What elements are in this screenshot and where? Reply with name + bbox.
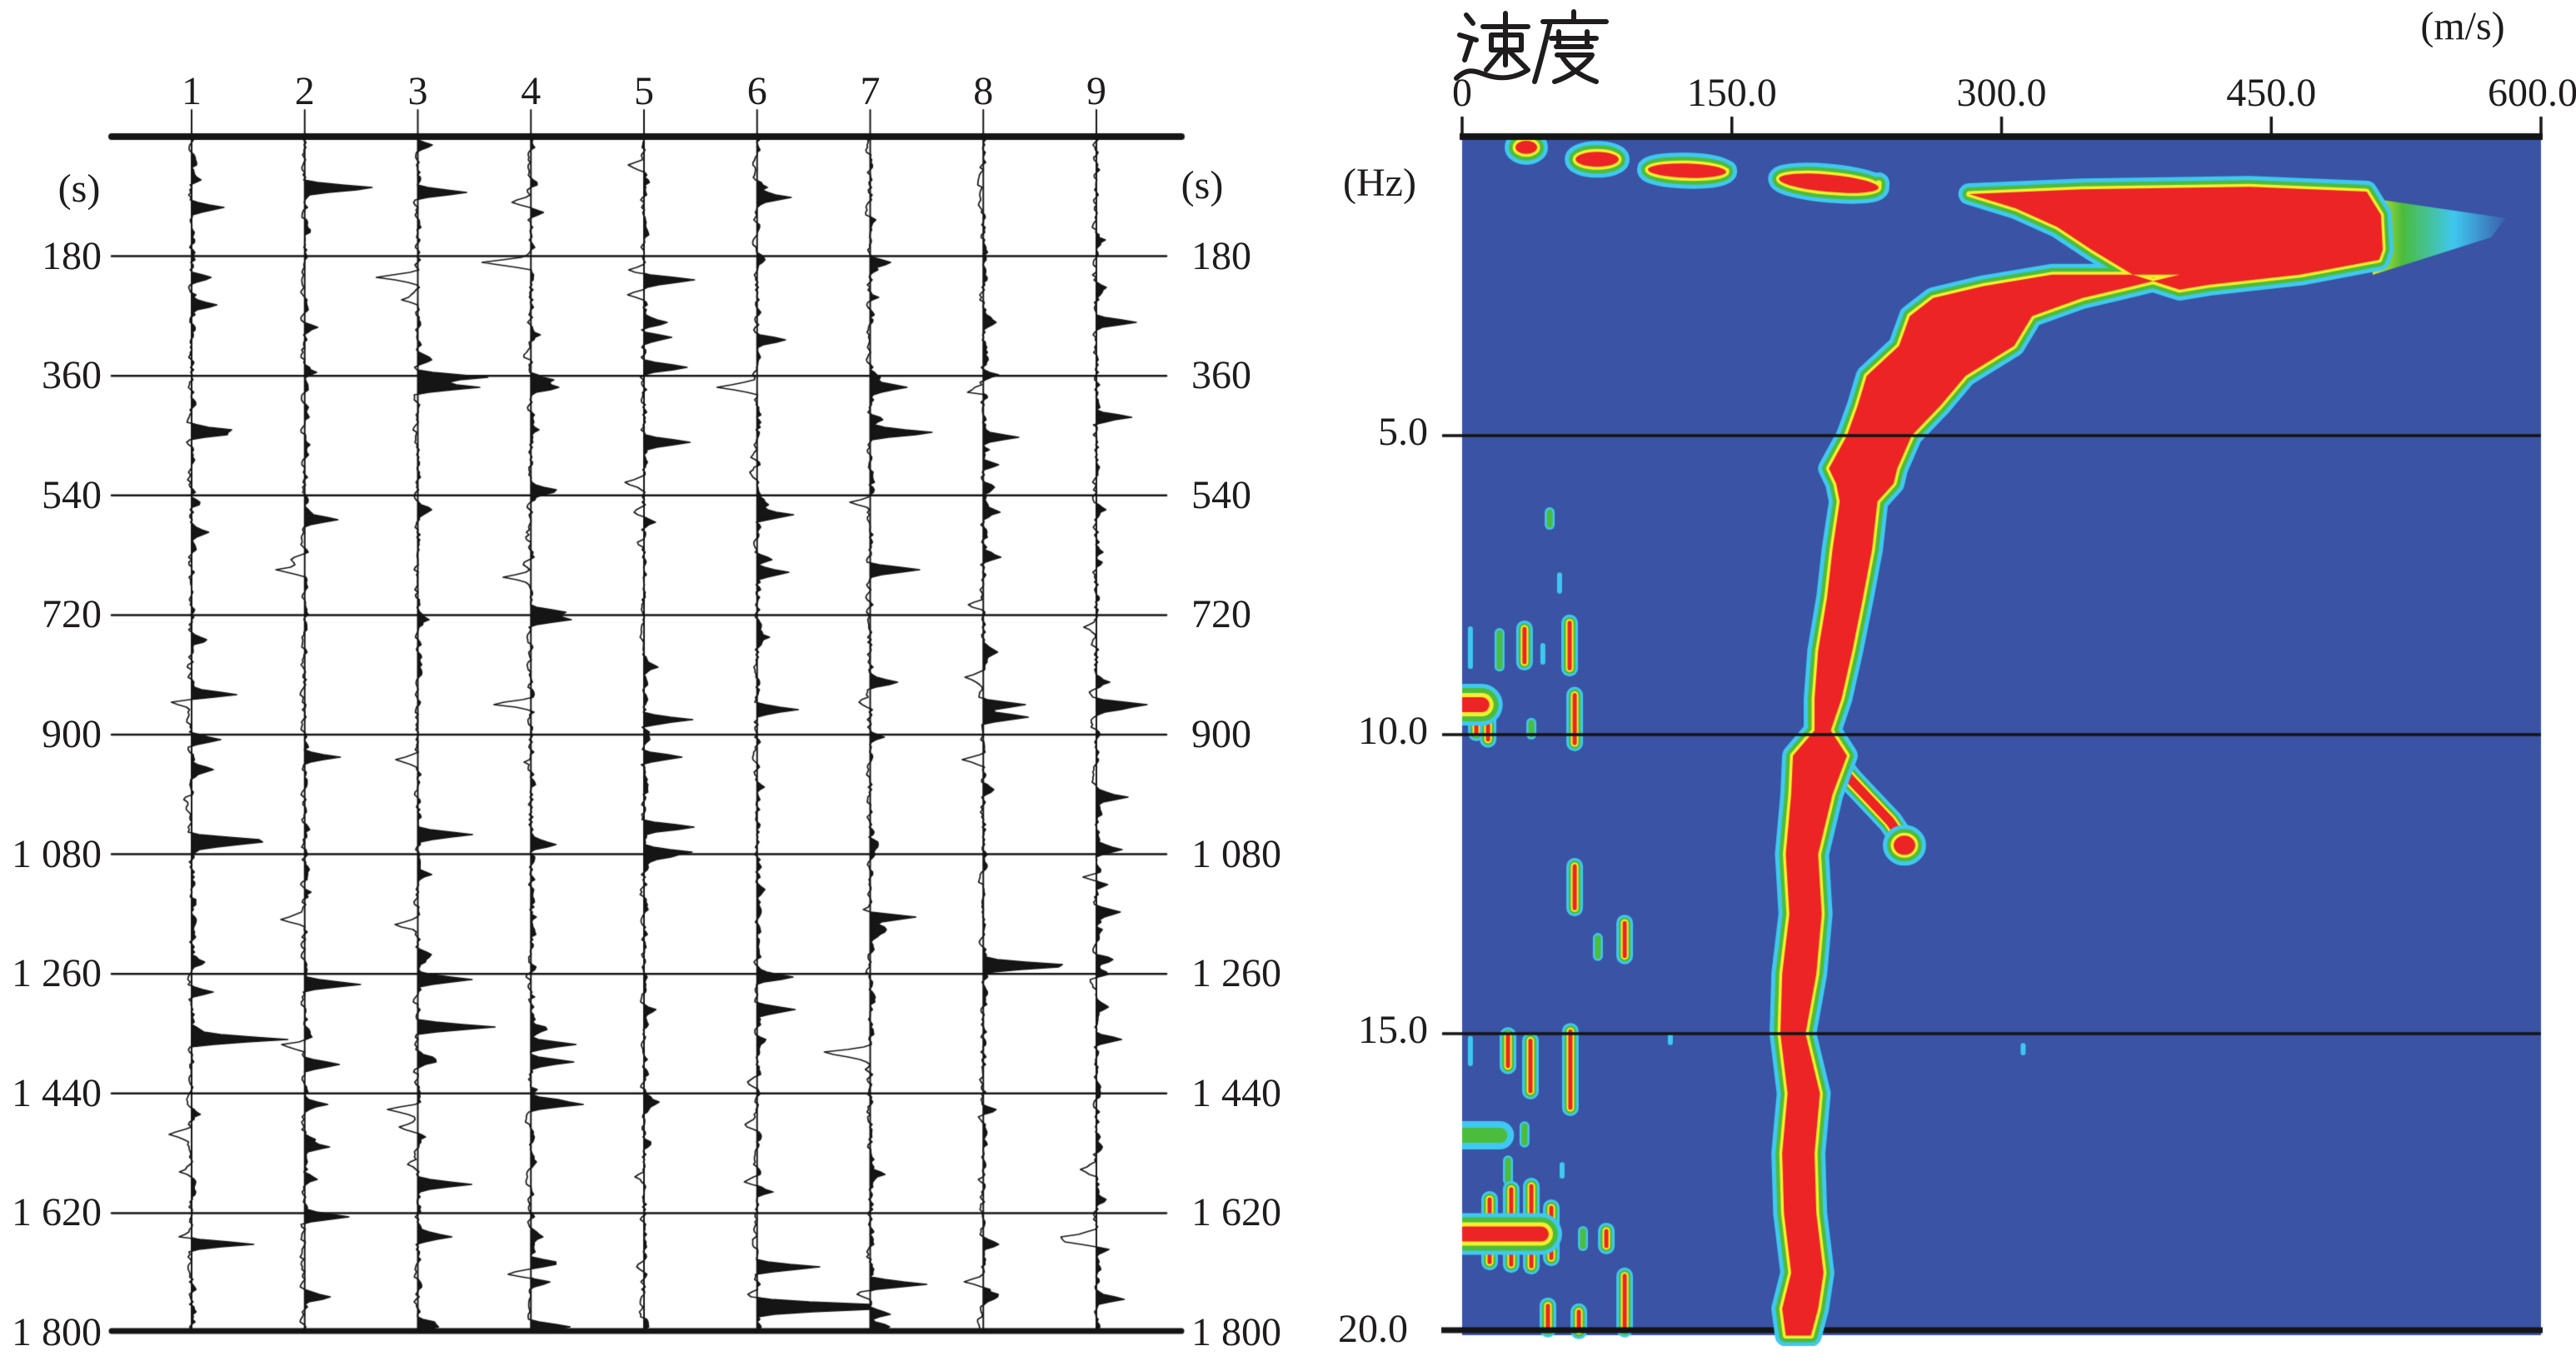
time-tick-label: 1 620 <box>1191 1190 1281 1235</box>
time-tick-label: 540 <box>1191 472 1251 517</box>
frequency-tick-label: 20.0 <box>1338 1307 1408 1351</box>
trace-number: 9 <box>1086 69 1106 113</box>
frequency-tick-label: 15.0 <box>1358 1008 1428 1052</box>
trace-number: 5 <box>634 69 654 113</box>
frequency-tick-label: 5.0 <box>1378 410 1428 454</box>
left-time-unit-label-right: (s) <box>1181 163 1224 207</box>
frequency-tick-label: 10.0 <box>1358 709 1428 753</box>
trace-number: 7 <box>860 69 881 113</box>
time-tick-label: 900 <box>42 712 102 756</box>
time-tick-label: 1 620 <box>12 1190 102 1235</box>
time-tick-label: 720 <box>1191 592 1251 637</box>
time-tick-label: 1 080 <box>1191 831 1281 876</box>
velocity-tick-label: 600.0 <box>2488 71 2576 115</box>
velocity-tick-label: 300.0 <box>1956 71 2047 115</box>
velocity-axis-title-cjk <box>1454 9 1609 84</box>
time-tick-label: 360 <box>1191 353 1251 398</box>
time-tick-label: 1 440 <box>1191 1070 1281 1115</box>
time-tick-label: 900 <box>1191 712 1251 756</box>
trace-number: 4 <box>521 69 542 113</box>
time-tick-label: 1 440 <box>12 1070 102 1115</box>
velocity-tick-label: 0 <box>1452 71 1472 115</box>
trace-number: 2 <box>294 69 315 113</box>
time-tick-label: 1 800 <box>1191 1310 1281 1354</box>
time-tick-label: 720 <box>42 592 102 637</box>
time-tick-label: 1 800 <box>12 1310 102 1354</box>
velocity-tick-label: 450.0 <box>2226 71 2317 115</box>
velocity-tick-label: 150.0 <box>1686 71 1777 115</box>
left-time-unit-label-left: (s) <box>57 167 101 211</box>
time-tick-label: 180 <box>42 233 102 278</box>
trace-number: 1 <box>182 69 202 113</box>
time-tick-label: 1 260 <box>1191 951 1281 996</box>
time-tick-label: 180 <box>1191 233 1251 278</box>
time-tick-label: 360 <box>42 353 102 398</box>
velocity-unit-label: (m/s) <box>2420 4 2505 48</box>
time-tick-label: 540 <box>42 472 102 517</box>
trace-number: 8 <box>973 69 994 113</box>
trace-number: 3 <box>407 69 428 113</box>
time-tick-label: 1 260 <box>12 951 102 996</box>
frequency-unit-label: (Hz) <box>1343 161 1416 205</box>
time-tick-label: 1 080 <box>12 831 102 876</box>
trace-number: 6 <box>746 69 767 113</box>
